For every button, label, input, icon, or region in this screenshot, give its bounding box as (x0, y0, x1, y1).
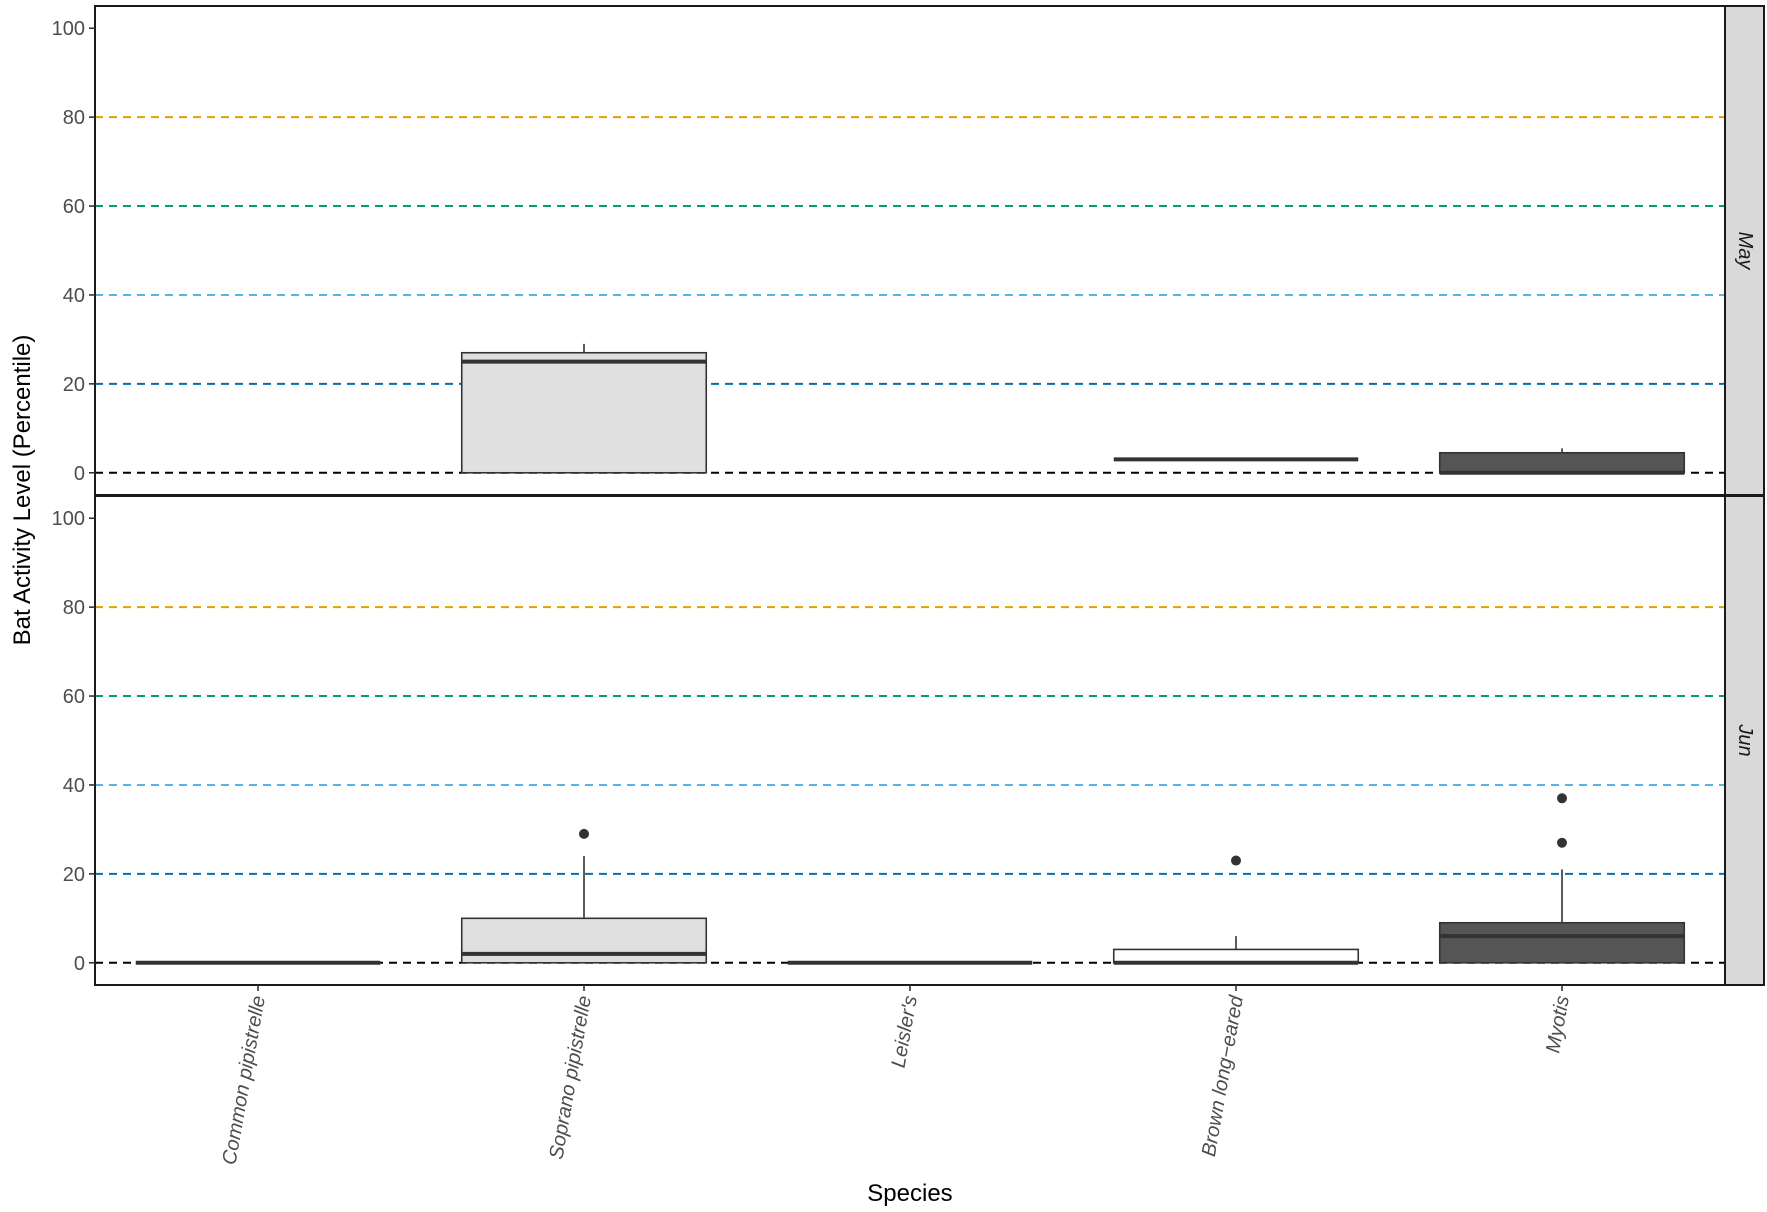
y-tick-label: 60 (63, 196, 85, 218)
box-may-4 (1438, 448, 1686, 475)
box-body (1112, 948, 1360, 964)
outlier-point (1231, 855, 1241, 866)
y-tick-label: 0 (74, 463, 85, 485)
y-tick-label: 40 (63, 775, 85, 797)
y-axis-title: Bat Activity Level (Percentile) (9, 335, 36, 646)
box-body (1438, 451, 1686, 474)
box-body (1438, 921, 1686, 964)
box-jun-3 (1112, 855, 1360, 965)
box-body (460, 917, 708, 964)
panel-jun: Jun 0 20 40 60 80 100 (52, 495, 1765, 986)
y-tick-label: 0 (74, 953, 85, 975)
y-tick-label: 20 (63, 374, 85, 396)
x-axis-title: Species (867, 1180, 952, 1207)
box-jun-4 (1438, 793, 1686, 964)
outlier-point (579, 828, 589, 839)
y-tick-label: 80 (63, 597, 85, 619)
strip-label-jun: Jun (1734, 723, 1756, 756)
y-tick-label: 20 (63, 864, 85, 886)
outlier-point (1557, 793, 1567, 804)
strip-background (1724, 495, 1765, 986)
y-tick-label: 40 (63, 285, 85, 307)
y-tick-label: 100 (52, 508, 85, 530)
y-tick-label: 100 (52, 18, 85, 40)
strip-label-may: May (1734, 232, 1756, 271)
y-tick-label: 60 (63, 686, 85, 708)
box-body (460, 351, 708, 474)
box-may-1 (460, 343, 708, 474)
panels: May 0 20 40 60 80 100 Jun 0 20 40 60 80 100 (52, 5, 1765, 986)
box-jun-1 (460, 828, 708, 964)
outlier-point (1557, 837, 1567, 848)
y-tick-label: 80 (63, 107, 85, 129)
